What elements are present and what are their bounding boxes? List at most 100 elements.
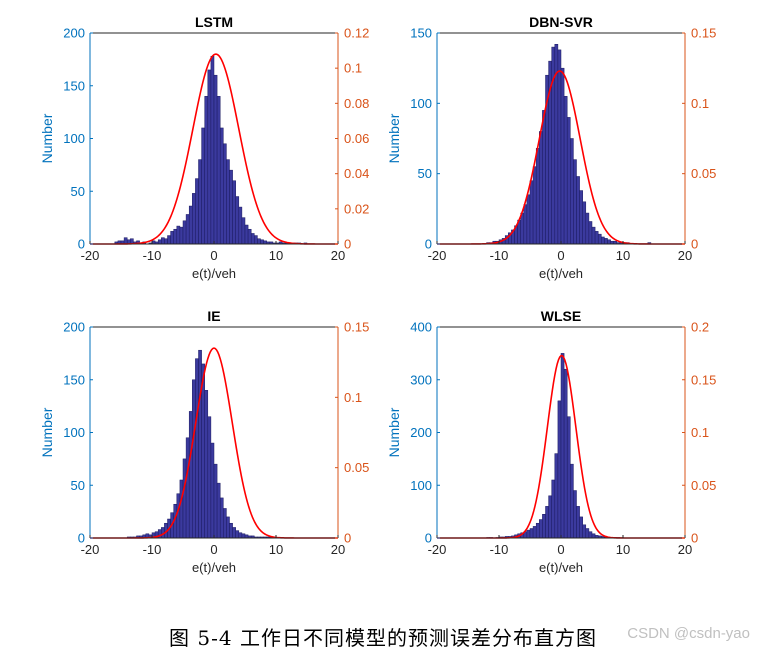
left-y-tick-label: 0: [425, 237, 432, 252]
histogram-bar: [192, 193, 196, 245]
histogram-bar: [585, 212, 590, 245]
histogram-bar: [204, 390, 209, 539]
right-y-tick-label: 0.05: [691, 166, 716, 181]
histogram-bar: [207, 69, 212, 245]
histogram-bar: [597, 233, 602, 245]
left-y-tick-label: 50: [418, 166, 432, 181]
histogram-bar: [207, 416, 212, 539]
x-axis-label: e(t)/veh: [192, 266, 236, 281]
histogram-bar: [591, 533, 596, 539]
histogram-bar: [167, 235, 171, 245]
histogram-bar: [185, 437, 190, 539]
x-tick-label: 0: [557, 542, 564, 557]
y-axis-label: Number: [39, 407, 55, 457]
histogram-bar: [532, 166, 537, 245]
histogram-bar: [241, 533, 246, 539]
x-tick-label: 20: [678, 542, 692, 557]
histogram-bar: [179, 226, 184, 245]
histogram-bar: [588, 221, 593, 245]
histogram-bar: [557, 49, 562, 245]
histogram-bar: [201, 127, 205, 245]
histogram-bar: [585, 528, 590, 539]
histogram-bar: [591, 226, 596, 245]
histogram-bar: [210, 442, 215, 539]
chart-title: LSTM: [195, 14, 233, 30]
histogram-bar: [192, 379, 196, 539]
histogram-bar: [254, 235, 258, 245]
histogram-bar: [235, 530, 240, 539]
right-y-tick-label: 0.1: [691, 96, 709, 111]
histogram-bar: [557, 400, 562, 539]
left-y-tick-label: 150: [410, 26, 432, 41]
chart-panel-lstm: -20 -10 0 10 2005010015020000.020.040.060.08…: [39, 14, 369, 281]
left-y-tick-label: 200: [63, 320, 85, 335]
histogram-bar: [170, 231, 174, 245]
left-y-tick-label: 100: [410, 478, 432, 493]
x-tick-label: -10: [143, 542, 162, 557]
watermark: CSDN @csdn-yao: [627, 625, 750, 642]
histogram-bar: [188, 205, 193, 245]
histogram-bar: [229, 522, 233, 539]
right-y-tick-label: 0: [691, 531, 698, 546]
left-y-tick-label: 0: [78, 531, 85, 546]
x-tick-label: -20: [428, 542, 447, 557]
histogram-bar: [182, 458, 187, 539]
right-y-tick-label: 0.1: [691, 425, 709, 440]
right-y-tick-label: 0.1: [344, 390, 362, 405]
histogram-bar: [535, 148, 540, 245]
histogram-bar: [570, 138, 574, 245]
chart-panel-wlse: -20 -10 0 10 20010020030040000.050.10.150.2W…: [386, 308, 716, 575]
histogram-bar: [198, 349, 202, 539]
histogram-bar: [532, 526, 537, 539]
chart-title: DBN-SVR: [529, 14, 593, 30]
histogram-bar: [244, 224, 249, 245]
histogram-bar: [588, 531, 593, 539]
histogram-bar: [579, 190, 583, 245]
histogram-bar: [576, 506, 580, 539]
histogram-bar: [539, 519, 543, 539]
right-y-tick-label: 0.2: [691, 320, 709, 335]
histogram-bar: [241, 217, 246, 245]
histogram-bars: [114, 55, 308, 245]
chart-title: IE: [207, 308, 220, 324]
histogram-bar: [582, 524, 587, 539]
x-tick-label: 20: [678, 248, 692, 263]
right-y-tick-label: 0.12: [344, 26, 369, 41]
histogram-bar: [563, 96, 568, 245]
histogram-bar: [198, 159, 202, 245]
histogram-bar: [545, 506, 549, 539]
histogram-bar: [250, 233, 255, 245]
histogram-bar: [195, 178, 199, 245]
x-tick-label: 10: [616, 542, 630, 557]
right-y-tick-label: 0.08: [344, 96, 369, 111]
left-y-tick-label: 50: [71, 184, 85, 199]
histogram-bar: [573, 490, 577, 539]
y-axis-label: Number: [39, 113, 55, 163]
histogram-bar: [238, 532, 243, 539]
histogram-bar: [542, 514, 546, 539]
histogram-bar: [560, 67, 565, 245]
x-tick-label: 0: [210, 542, 217, 557]
x-tick-label: 10: [269, 248, 283, 263]
histogram-bar: [204, 96, 209, 245]
right-y-tick-label: 0.04: [344, 166, 369, 181]
histogram-bar: [607, 239, 611, 245]
histogram-figure: -20 -10 0 10 2005010015020000.020.040.060.08…: [39, 14, 716, 575]
left-y-tick-label: 150: [63, 78, 85, 93]
x-axis-label: e(t)/veh: [539, 266, 583, 281]
histogram-bar: [560, 353, 565, 539]
histogram-bar: [526, 529, 531, 539]
histogram-bar: [216, 96, 221, 245]
histogram-bar: [523, 204, 528, 245]
right-y-tick-label: 0.15: [344, 320, 369, 335]
histogram-bar: [548, 495, 552, 539]
x-tick-label: -10: [490, 542, 509, 557]
histogram-bar: [554, 453, 559, 539]
histogram-bar: [579, 516, 583, 539]
right-y-tick-label: 0: [344, 237, 351, 252]
right-y-tick-label: 0.05: [691, 478, 716, 493]
x-tick-label: 0: [557, 248, 564, 263]
histogram-bar: [260, 239, 264, 245]
left-y-tick-label: 100: [63, 425, 85, 440]
chart-panel-ie: -20 -10 0 10 2005010015020000.050.10.15IEe(t…: [39, 308, 369, 575]
